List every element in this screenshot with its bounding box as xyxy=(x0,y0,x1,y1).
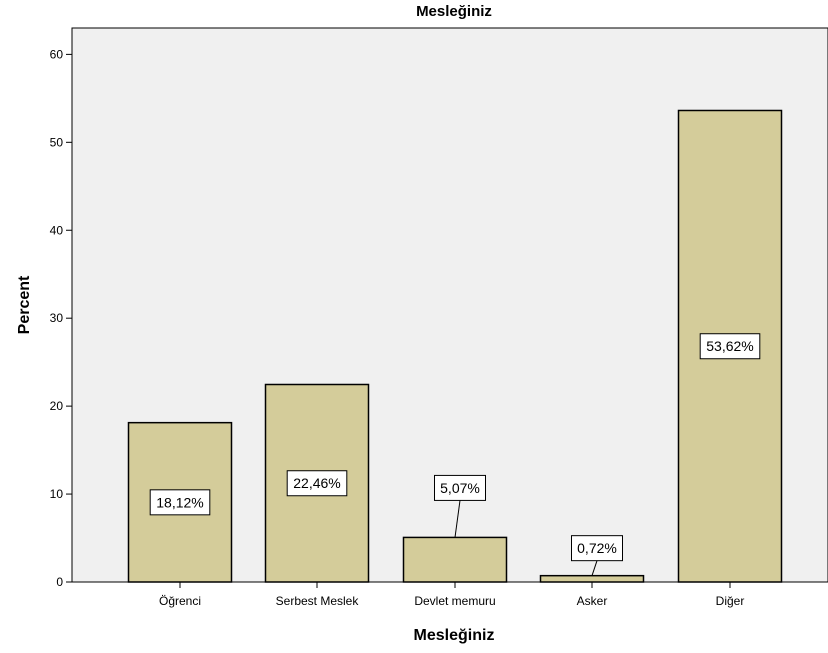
y-axis: 0 10 20 30 40 50 60 xyxy=(50,47,72,589)
y-tick-label: 50 xyxy=(50,135,64,149)
data-label-connector xyxy=(591,560,598,576)
y-tick-label: 0 xyxy=(56,575,63,589)
data-label-devlet-memuru: 5,07% xyxy=(440,480,480,496)
data-label-box xyxy=(286,470,348,497)
x-tick-label: Diğer xyxy=(716,594,745,608)
x-tick-label: Öğrenci xyxy=(159,594,201,608)
x-axis: Öğrenci Serbest Meslek Devlet memuru Asker D… xyxy=(159,582,744,608)
bar-devlet-memuru xyxy=(402,536,508,583)
y-axis-label: Percent xyxy=(16,275,33,334)
data-label-box xyxy=(149,489,211,516)
data-label-di-er: 53,62% xyxy=(706,338,753,354)
y-tick-label: 40 xyxy=(50,223,64,237)
y-tick-label: 10 xyxy=(50,487,64,501)
data-label-box xyxy=(434,474,486,501)
data-label-box xyxy=(571,535,623,562)
y-tick-label: 20 xyxy=(50,399,64,413)
chart-title: Mesleğiniz xyxy=(416,3,492,20)
data-label-connector xyxy=(454,500,461,538)
bar-asker xyxy=(539,574,645,583)
data-label-serbest-meslek: 22,46% xyxy=(293,475,340,491)
y-tick-label: 30 xyxy=(50,311,64,325)
data-label--renci: 18,12% xyxy=(156,494,203,510)
x-axis-label: Mesleğiniz xyxy=(414,627,495,644)
x-tick-label: Asker xyxy=(577,594,608,608)
y-tick-label: 60 xyxy=(50,47,64,61)
data-labels: 18,12% 22,46% 5,07% 0,72% 53,62% xyxy=(149,333,761,576)
x-tick-label: Serbest Meslek xyxy=(276,594,360,608)
x-tick-label: Devlet memuru xyxy=(414,594,495,608)
data-label-box xyxy=(699,333,761,360)
data-label-asker: 0,72% xyxy=(577,540,617,556)
